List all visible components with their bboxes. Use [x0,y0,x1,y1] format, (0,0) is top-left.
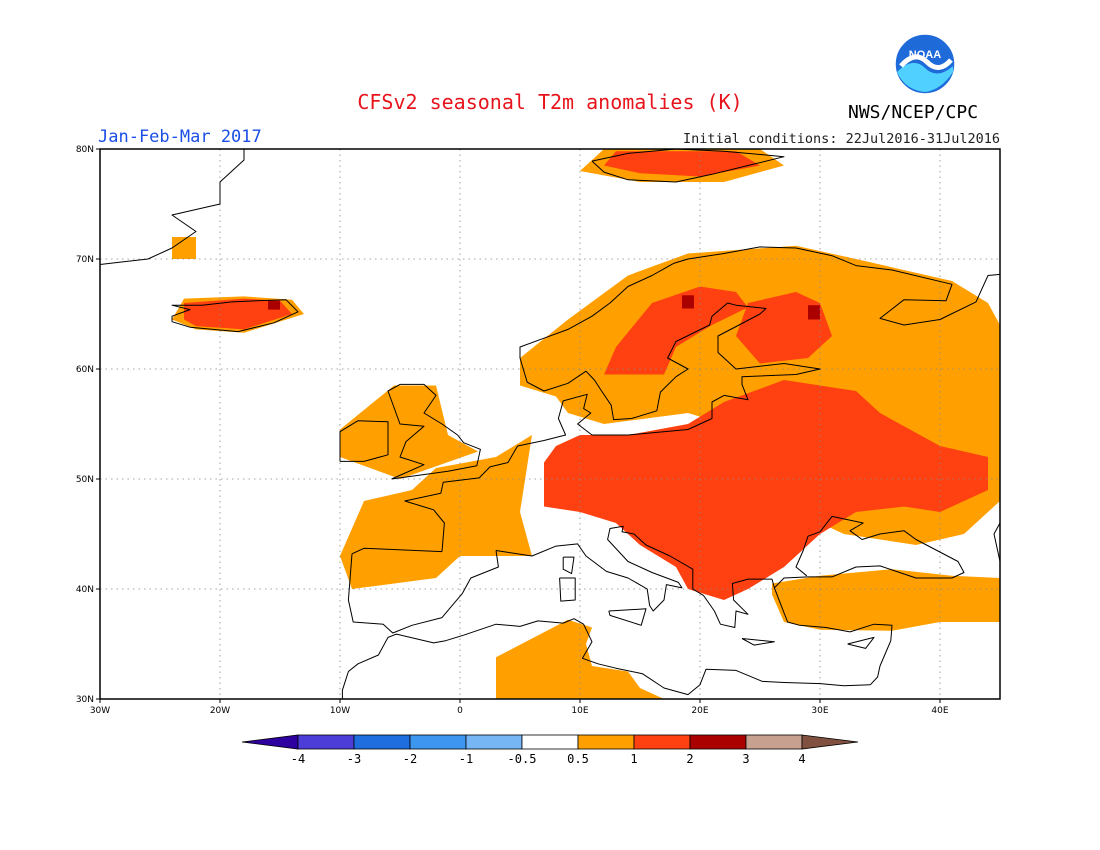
anomaly-region-12 [604,151,760,177]
colorbar: -4 -3 -2 -1 -0.5 0.5 1 2 3 4 [241,734,859,766]
colorbar-label: -3 [347,752,361,766]
lat-tick-label: 30N [76,695,94,705]
coastline-9 [519,246,1001,392]
coastline-19 [847,636,875,649]
colorbar-label: 4 [798,752,805,766]
colorbar-swatch [297,734,355,750]
colorbar-swatch [689,734,747,750]
noaa-logo: NOAA [893,32,957,96]
coastline-11 [773,587,893,686]
coastline-17 [608,608,647,626]
coastline-1 [171,299,299,333]
anomaly-region-7 [172,237,196,259]
coastline-12 [341,618,871,699]
lat-tick-label: 80N [76,145,94,155]
anomaly-region-15 [268,300,280,310]
coastline-6 [404,393,689,552]
lon-tick-label: 40E [931,706,948,716]
colorbar-swatch [633,734,691,750]
chart-title: CFSv2 seasonal T2m anomalies (K) [357,90,743,114]
coastline-13 [993,522,1001,562]
coastline-0 [99,149,245,265]
coastline-15 [562,556,575,575]
anomaly-region-3 [772,569,1000,631]
coastline-18 [741,638,775,646]
coastline-3 [387,383,481,480]
colorbar-label: 1 [630,752,637,766]
anomaly-region-13 [682,295,694,309]
colorbar-label: 2 [686,752,693,766]
lon-tick-label: 30W [90,706,110,716]
colorbar-swatch [521,734,579,750]
coastlines [99,148,1001,699]
forecast-period: Jan-Feb-Mar 2017 [98,127,262,147]
anomaly-region-14 [808,305,820,320]
anomaly-regions [172,149,1000,699]
anomaly-map: 30W 20W 10W 0 10E 20E 30E 40E 30N 40N 50N 60N 70N 80N [76,145,1001,716]
lat-tick-label: 50N [76,475,94,485]
colorbar-swatch [745,734,803,750]
anomaly-region-4 [496,619,664,699]
lat-tick-label: 40N [76,585,94,595]
colorbar-label: -0.5 [508,752,537,766]
coastline-10 [495,515,965,628]
lat-tick-label: 60N [76,365,94,375]
coastline-4 [347,550,499,634]
coastline-8 [593,302,728,421]
anomaly-region-11 [184,298,292,330]
colorbar-label: -1 [459,752,473,766]
coastline-5 [351,547,443,555]
colorbar-swatch [465,734,523,750]
map-axis-ticks: 30W 20W 10W 0 10E 20E 30E 40E 30N 40N 50N 60N 70N 80N [76,145,949,716]
initial-conditions: Initial conditions: 22Jul2016-31Jul2016 [683,131,1000,147]
lon-tick-label: 20E [691,706,708,716]
anomaly-region-8 [544,380,988,600]
colorbar-label: 0.5 [567,752,589,766]
colorbar-swatch [353,734,411,750]
coastline-2 [339,420,389,462]
coastline-16 [559,577,576,602]
anomaly-region-9 [604,286,748,375]
lat-tick-label: 70N [76,255,94,265]
logo-text: NOAA [909,49,941,61]
colorbar-label: 3 [742,752,749,766]
lon-tick-label: 10E [571,706,588,716]
lon-tick-label: 30E [811,706,828,716]
colorbar-swatch [241,734,299,750]
colorbar-label: -4 [291,752,305,766]
lon-tick-label: 10W [330,706,350,716]
map-frame [99,148,1001,700]
colorbar-swatch [409,734,467,750]
colorbar-swatch [577,734,635,750]
anomaly-region-1 [340,385,478,479]
colorbar-swatch [801,734,859,750]
colorbar-label: -2 [403,752,417,766]
lon-tick-label: 20W [210,706,230,716]
organization-label: NWS/NCEP/CPC [848,102,979,123]
coastline-7 [687,302,821,430]
lon-tick-label: 0 [457,706,463,716]
coastline-14 [591,148,785,183]
